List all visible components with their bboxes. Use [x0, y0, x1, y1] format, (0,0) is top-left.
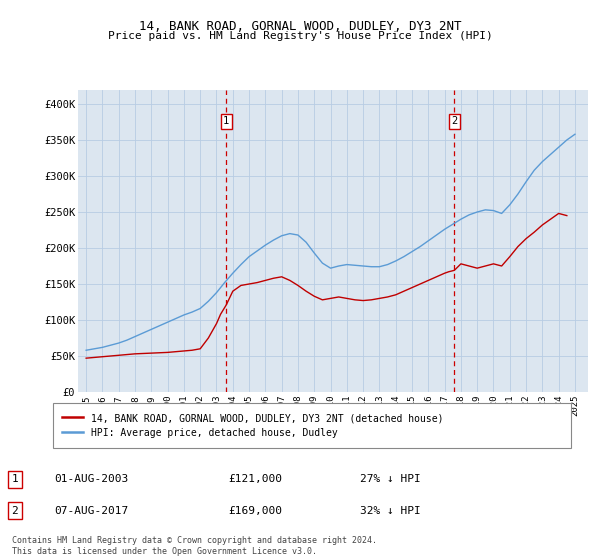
Text: 2: 2	[11, 506, 19, 516]
Text: Price paid vs. HM Land Registry's House Price Index (HPI): Price paid vs. HM Land Registry's House …	[107, 31, 493, 41]
Text: £121,000: £121,000	[228, 474, 282, 484]
Text: 2: 2	[451, 116, 458, 127]
Text: 32% ↓ HPI: 32% ↓ HPI	[360, 506, 421, 516]
Text: 1: 1	[11, 474, 19, 484]
Text: 14, BANK ROAD, GORNAL WOOD, DUDLEY, DY3 2NT: 14, BANK ROAD, GORNAL WOOD, DUDLEY, DY3 …	[139, 20, 461, 32]
Legend: 14, BANK ROAD, GORNAL WOOD, DUDLEY, DY3 2NT (detached house), HPI: Average price: 14, BANK ROAD, GORNAL WOOD, DUDLEY, DY3 …	[58, 409, 448, 442]
Text: £169,000: £169,000	[228, 506, 282, 516]
Text: 27% ↓ HPI: 27% ↓ HPI	[360, 474, 421, 484]
Text: 07-AUG-2017: 07-AUG-2017	[54, 506, 128, 516]
Text: 01-AUG-2003: 01-AUG-2003	[54, 474, 128, 484]
FancyBboxPatch shape	[53, 403, 571, 448]
Text: Contains HM Land Registry data © Crown copyright and database right 2024.
This d: Contains HM Land Registry data © Crown c…	[12, 536, 377, 556]
Text: 1: 1	[223, 116, 229, 127]
